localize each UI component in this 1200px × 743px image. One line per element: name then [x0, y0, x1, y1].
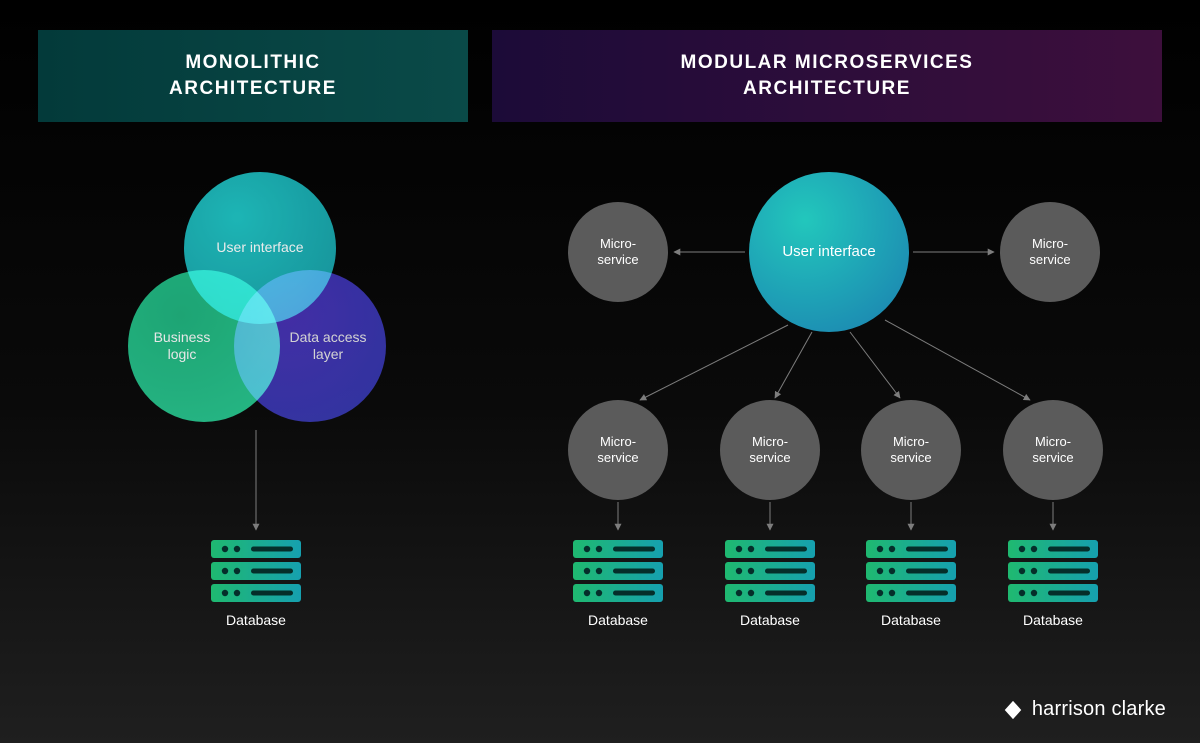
brand-footer: harrison clarke	[1002, 698, 1166, 721]
database-icon	[211, 540, 301, 602]
monolith-biz-label: Businesslogic	[154, 329, 211, 364]
monolith-ui-label: User interface	[216, 239, 303, 257]
database-icon	[725, 540, 815, 602]
database-icon	[1008, 540, 1098, 602]
header-right-line2: ARCHITECTURE	[681, 76, 974, 102]
micro-db-3: Database	[1008, 540, 1098, 628]
database-icon	[866, 540, 956, 602]
micro-db-0: Database	[573, 540, 663, 628]
micro-ui-label: User interface	[782, 243, 875, 262]
header-right-line1: MODULAR MICROSERVICES	[681, 50, 974, 76]
monolith-database: Database	[211, 540, 301, 628]
header-left-line1: MONOLITHIC	[169, 50, 337, 76]
header-left-line2: ARCHITECTURE	[169, 76, 337, 102]
micro-side-right: Micro-service	[1000, 202, 1100, 302]
monolith-data-label: Data accesslayer	[289, 329, 366, 364]
diagram-root: MONOLITHIC ARCHITECTURE MODULAR MICROSER…	[0, 0, 1200, 743]
database-icon	[573, 540, 663, 602]
header-microservices: MODULAR MICROSERVICES ARCHITECTURE	[492, 30, 1162, 122]
micro-side-left: Micro-service	[568, 202, 668, 302]
monolith-db-label: Database	[211, 612, 301, 628]
micro-db-1: Database	[725, 540, 815, 628]
micro-bottom-1: Micro-service	[720, 400, 820, 500]
monolith-data-circle: Data accesslayer	[234, 270, 386, 422]
micro-ui-circle: User interface	[749, 172, 909, 332]
micro-bottom-0: Micro-service	[568, 400, 668, 500]
micro-db-2: Database	[866, 540, 956, 628]
micro-bottom-3: Micro-service	[1003, 400, 1103, 500]
brand-text: harrison clarke	[1032, 698, 1166, 721]
brand-logo-icon	[1002, 699, 1024, 721]
micro-bottom-2: Micro-service	[861, 400, 961, 500]
header-monolithic: MONOLITHIC ARCHITECTURE	[38, 30, 468, 122]
